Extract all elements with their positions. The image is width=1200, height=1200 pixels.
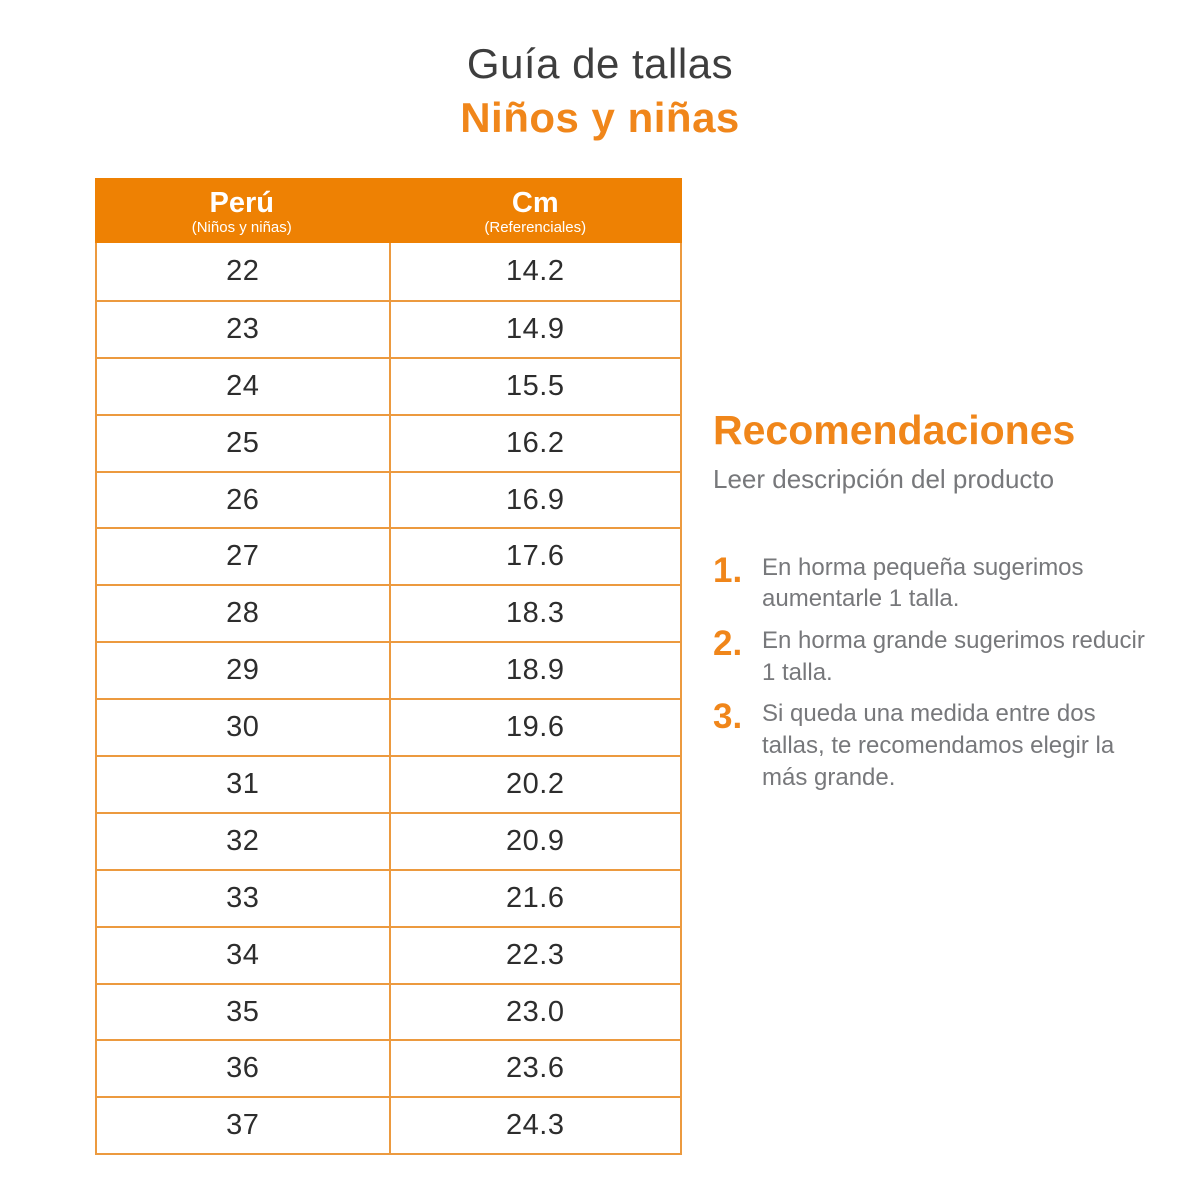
cell-cm-value: 14.2 <box>388 243 681 300</box>
cell-peru-size: 32 <box>226 824 260 857</box>
cell-peru-size: 27 <box>226 540 260 573</box>
cell-peru-size: 24 <box>226 369 260 402</box>
size-table: Perú (Niños y niñas) Cm (Referenciales) … <box>95 178 682 1156</box>
table-row: 34 22.3 <box>97 925 681 983</box>
cell-cm-value: 19.6 <box>388 700 681 756</box>
table-row: 24 15.5 <box>97 356 681 414</box>
cell-cm-value: 18.3 <box>388 586 681 642</box>
page-subtitle: Niños y niñas <box>460 94 740 142</box>
table-row: 29 18.9 <box>97 641 681 699</box>
recommendation-number: 3. <box>713 697 743 737</box>
cell-cm-value: 16.2 <box>388 415 681 471</box>
cell-cm-value: 14.9 <box>388 301 681 357</box>
table-row: 31 20.2 <box>97 755 680 812</box>
cell-cm-value: 21.6 <box>388 870 681 926</box>
table-row: 25 16.2 <box>97 413 681 471</box>
table-row: 35 23.0 <box>97 982 681 1040</box>
cell-peru-size: 30 <box>226 711 260 744</box>
cell-peru-size: 34 <box>226 938 260 971</box>
cell-peru-size: 25 <box>226 426 260 459</box>
cell-cm-value: 24.3 <box>388 1098 681 1154</box>
cell-cm-value: 15.5 <box>388 358 681 414</box>
cell-peru-size: 37 <box>226 1109 260 1142</box>
recommendation-text: En horma pequeña sugerimos aumentarle 1 … <box>762 553 1084 613</box>
cell-peru-size: 36 <box>226 1052 260 1085</box>
recommendations-list: 1. En horma pequeña sugerimos aumentarle… <box>713 552 1155 794</box>
cell-peru-size: 22 <box>226 254 260 287</box>
cell-peru-size: 23 <box>226 312 260 345</box>
title-block: Guía de tallas Niños y niñas <box>0 40 1200 143</box>
table-row: 28 18.3 <box>97 584 681 642</box>
table-row: 33 21.6 <box>97 868 681 926</box>
table-row: 22 14.2 <box>97 243 680 300</box>
cell-peru-size: 35 <box>226 995 260 1028</box>
column-header-cm: Cm (Referenciales) <box>389 178 683 243</box>
cell-cm-value: 23.6 <box>388 1041 681 1097</box>
column-header-peru: Perú (Niños y niñas) <box>95 178 389 243</box>
cell-peru-size: 33 <box>226 881 260 914</box>
cell-peru-size: 28 <box>226 597 260 630</box>
table-row: 32 20.9 <box>97 811 681 869</box>
size-table-body: 22 14.2 23 14.9 24 15.5 25 16.2 26 16.9 … <box>95 243 682 1156</box>
cell-cm-value: 20.2 <box>388 757 681 812</box>
cell-cm-value: 18.9 <box>388 643 681 699</box>
table-row: 23 14.9 <box>97 299 681 357</box>
recommendation-item: 2. En horma grande sugerimos reducir 1 t… <box>713 625 1155 688</box>
recommendation-item: 1. En horma pequeña sugerimos aumentarle… <box>713 552 1155 615</box>
cell-peru-size: 26 <box>226 483 260 516</box>
recommendation-item: 3. Si queda una medida entre dos tallas,… <box>713 698 1155 793</box>
table-row: 27 17.6 <box>97 527 681 585</box>
recommendations-section: Recomendaciones Leer descripción del pro… <box>713 407 1155 803</box>
table-row: 36 23.6 <box>97 1039 681 1097</box>
size-table-header: Perú (Niños y niñas) Cm (Referenciales) <box>95 178 682 243</box>
cell-cm-value: 16.9 <box>388 472 681 528</box>
recommendation-number: 1. <box>713 550 743 590</box>
table-row: 37 24.3 <box>97 1096 681 1154</box>
recommendation-text: En horma grande sugerimos reducir 1 tall… <box>762 626 1145 686</box>
page-title: Guía de tallas <box>466 40 734 87</box>
recommendations-title: Recomendaciones <box>713 407 1076 453</box>
recommendation-text: Si queda una medida entre dos tallas, te… <box>762 700 1115 791</box>
cell-cm-value: 17.6 <box>388 529 681 585</box>
recommendation-number: 2. <box>713 623 743 663</box>
column-header-peru-label: Perú <box>209 187 274 220</box>
recommendations-subtitle: Leer descripción del producto <box>713 464 1055 495</box>
table-row: 30 19.6 <box>97 698 681 756</box>
column-header-cm-label: Cm <box>511 187 559 220</box>
cell-peru-size: 29 <box>226 654 260 687</box>
cell-cm-value: 20.9 <box>388 813 681 869</box>
table-row: 26 16.9 <box>97 470 681 528</box>
cell-cm-value: 22.3 <box>388 927 681 983</box>
cell-peru-size: 31 <box>226 767 260 800</box>
cell-cm-value: 23.0 <box>388 984 681 1040</box>
column-header-cm-sublabel: (Referenciales) <box>484 218 587 236</box>
column-header-peru-sublabel: (Niños y niñas) <box>191 218 292 236</box>
